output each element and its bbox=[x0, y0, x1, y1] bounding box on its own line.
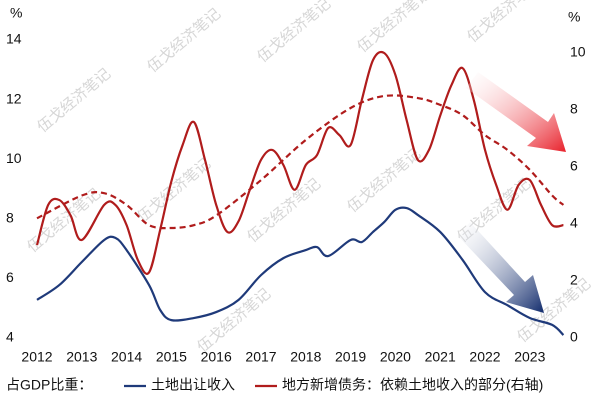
y-tick-label: 10 bbox=[6, 150, 22, 166]
x-tick-label: 2020 bbox=[380, 349, 411, 365]
y2-tick-label: 0 bbox=[570, 329, 578, 345]
legend-label: 土地出让收入 bbox=[151, 377, 235, 393]
watermark: 伍戈经济笔记 bbox=[34, 65, 114, 136]
legend-label: 地方新增债务：依赖土地收入的部分(右轴) bbox=[282, 377, 543, 393]
y-tick-label: 12 bbox=[6, 90, 22, 106]
y2-tick-label: 2 bbox=[570, 272, 578, 288]
y-tick-label: 14 bbox=[6, 31, 22, 47]
watermark: 伍戈经济笔记 bbox=[464, 0, 544, 46]
x-tick-label: 2017 bbox=[245, 349, 276, 365]
watermark: 伍戈经济笔记 bbox=[24, 185, 104, 256]
watermark: 伍戈经济笔记 bbox=[244, 175, 324, 246]
x-tick-label: 2022 bbox=[469, 349, 500, 365]
legend-prefix: 占GDP比重： bbox=[6, 377, 92, 393]
x-tick-label: 2012 bbox=[21, 349, 52, 365]
trend-arrow-red bbox=[466, 72, 566, 152]
y-tick-label: 6 bbox=[6, 269, 14, 285]
y2-tick-label: 8 bbox=[570, 101, 578, 117]
y-tick-label: 4 bbox=[6, 329, 14, 345]
x-tick-label: 2016 bbox=[201, 349, 232, 365]
trend-arrow-blue bbox=[458, 222, 544, 313]
watermark: 伍戈经济笔记 bbox=[194, 285, 274, 356]
x-tick-label: 2014 bbox=[111, 349, 142, 365]
watermark: 伍戈经济笔记 bbox=[134, 155, 214, 226]
y-unit: % bbox=[10, 5, 22, 21]
y2-unit: % bbox=[568, 9, 580, 25]
watermark: 伍戈经济笔记 bbox=[354, 0, 434, 56]
x-tick-label: 2021 bbox=[425, 349, 456, 365]
series-line bbox=[36, 94, 565, 230]
y2-tick-label: 6 bbox=[570, 158, 578, 174]
x-tick-label: 2018 bbox=[290, 349, 321, 365]
watermark: 伍戈经济笔记 bbox=[344, 145, 424, 216]
watermark: 伍戈经济笔记 bbox=[254, 0, 334, 66]
x-tick-label: 2023 bbox=[514, 349, 545, 365]
x-tick-label: 2015 bbox=[156, 349, 187, 365]
series-line bbox=[36, 206, 565, 336]
x-tick-label: 2019 bbox=[335, 349, 366, 365]
y2-tick-label: 4 bbox=[570, 215, 578, 231]
y-tick-label: 8 bbox=[6, 210, 14, 226]
watermark: 伍戈经济笔记 bbox=[144, 5, 224, 76]
series-line bbox=[35, 50, 564, 275]
x-tick-label: 2013 bbox=[66, 349, 97, 365]
y2-tick-label: 10 bbox=[570, 44, 586, 60]
